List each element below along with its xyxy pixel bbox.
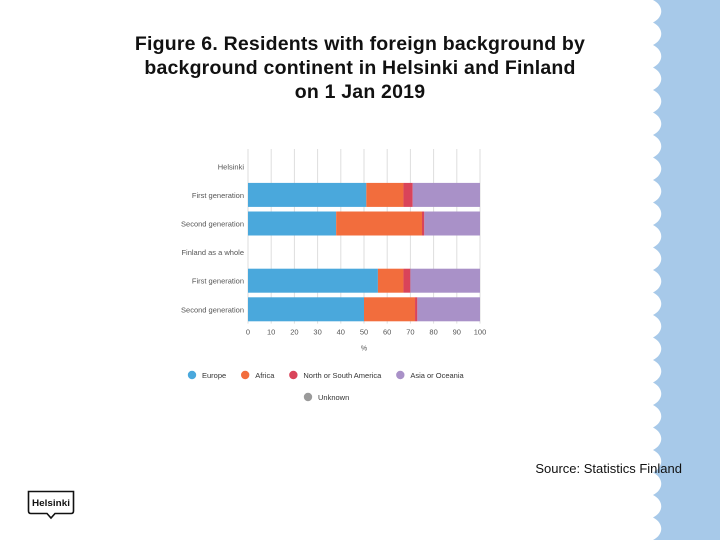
ribbon-shape [653, 0, 720, 540]
x-tick-label: 60 [383, 328, 391, 337]
bar-segment [248, 297, 364, 322]
bar-segment [417, 297, 480, 322]
bar-segment [336, 211, 422, 236]
legend-label: Europe [202, 371, 226, 380]
bar-segment [424, 211, 480, 236]
bar-segment [410, 268, 480, 293]
legend-label: Unknown [318, 393, 349, 402]
x-tick-label: 40 [337, 328, 345, 337]
stacked-bar-chart: Helsinki First generation Second generatio… [181, 149, 487, 402]
bar-segment [248, 182, 367, 207]
legend-swatch [187, 370, 197, 380]
legend-swatch [240, 370, 250, 380]
bar-segment [412, 182, 480, 207]
bar-segment [377, 268, 404, 293]
category-label: Finland as a whole [181, 248, 244, 257]
title-line-1: Figure 6. Residents with foreign backgro… [134, 33, 586, 55]
category-label: First generation [192, 191, 244, 200]
bar-segment [366, 182, 404, 207]
x-tick-label: 100 [474, 328, 487, 337]
x-axis-label: % [361, 346, 367, 353]
legend-label: Asia or Oceania [410, 371, 464, 380]
bar-segment [422, 211, 425, 236]
bar-segment [403, 182, 413, 207]
x-tick-label: 90 [453, 328, 461, 337]
legend-label: North or South America [303, 371, 382, 380]
x-tick-label: 10 [267, 328, 275, 337]
x-tick-label: 0 [246, 328, 250, 337]
chart-title: Figure 6. Residents with foreign backgro… [90, 32, 630, 104]
x-tick-label: 70 [406, 328, 414, 337]
category-label: First generation [192, 277, 244, 286]
legend-label: Africa [255, 371, 275, 380]
x-tick-label: 30 [313, 328, 321, 337]
decorative-wave-ribbon [653, 0, 720, 540]
logo-wordmark: Helsinki [32, 498, 70, 509]
legend-swatch [289, 370, 298, 380]
x-tick-label: 50 [360, 328, 368, 337]
title-line-2: background continent in Helsinki and Fin… [144, 57, 576, 79]
bar-segment [364, 297, 416, 322]
x-tick-label: 80 [429, 328, 437, 337]
bar-segment [248, 268, 378, 293]
legend-swatch [303, 392, 313, 402]
x-tick-label: 20 [290, 328, 298, 337]
bar-segment [415, 297, 418, 322]
source-note: Source: Statistics Finland [535, 461, 682, 476]
category-label: Second generation [181, 220, 244, 229]
helsinki-logo: Helsinki [27, 490, 75, 520]
title-line-3: on 1 Jan 2019 [294, 81, 426, 103]
legend-swatch [396, 370, 405, 380]
logo-crest-outline [27, 490, 75, 520]
category-label: Helsinki [218, 162, 245, 171]
bar-segment [403, 268, 411, 293]
category-label: Second generation [181, 305, 244, 314]
bar-segment [248, 211, 337, 236]
